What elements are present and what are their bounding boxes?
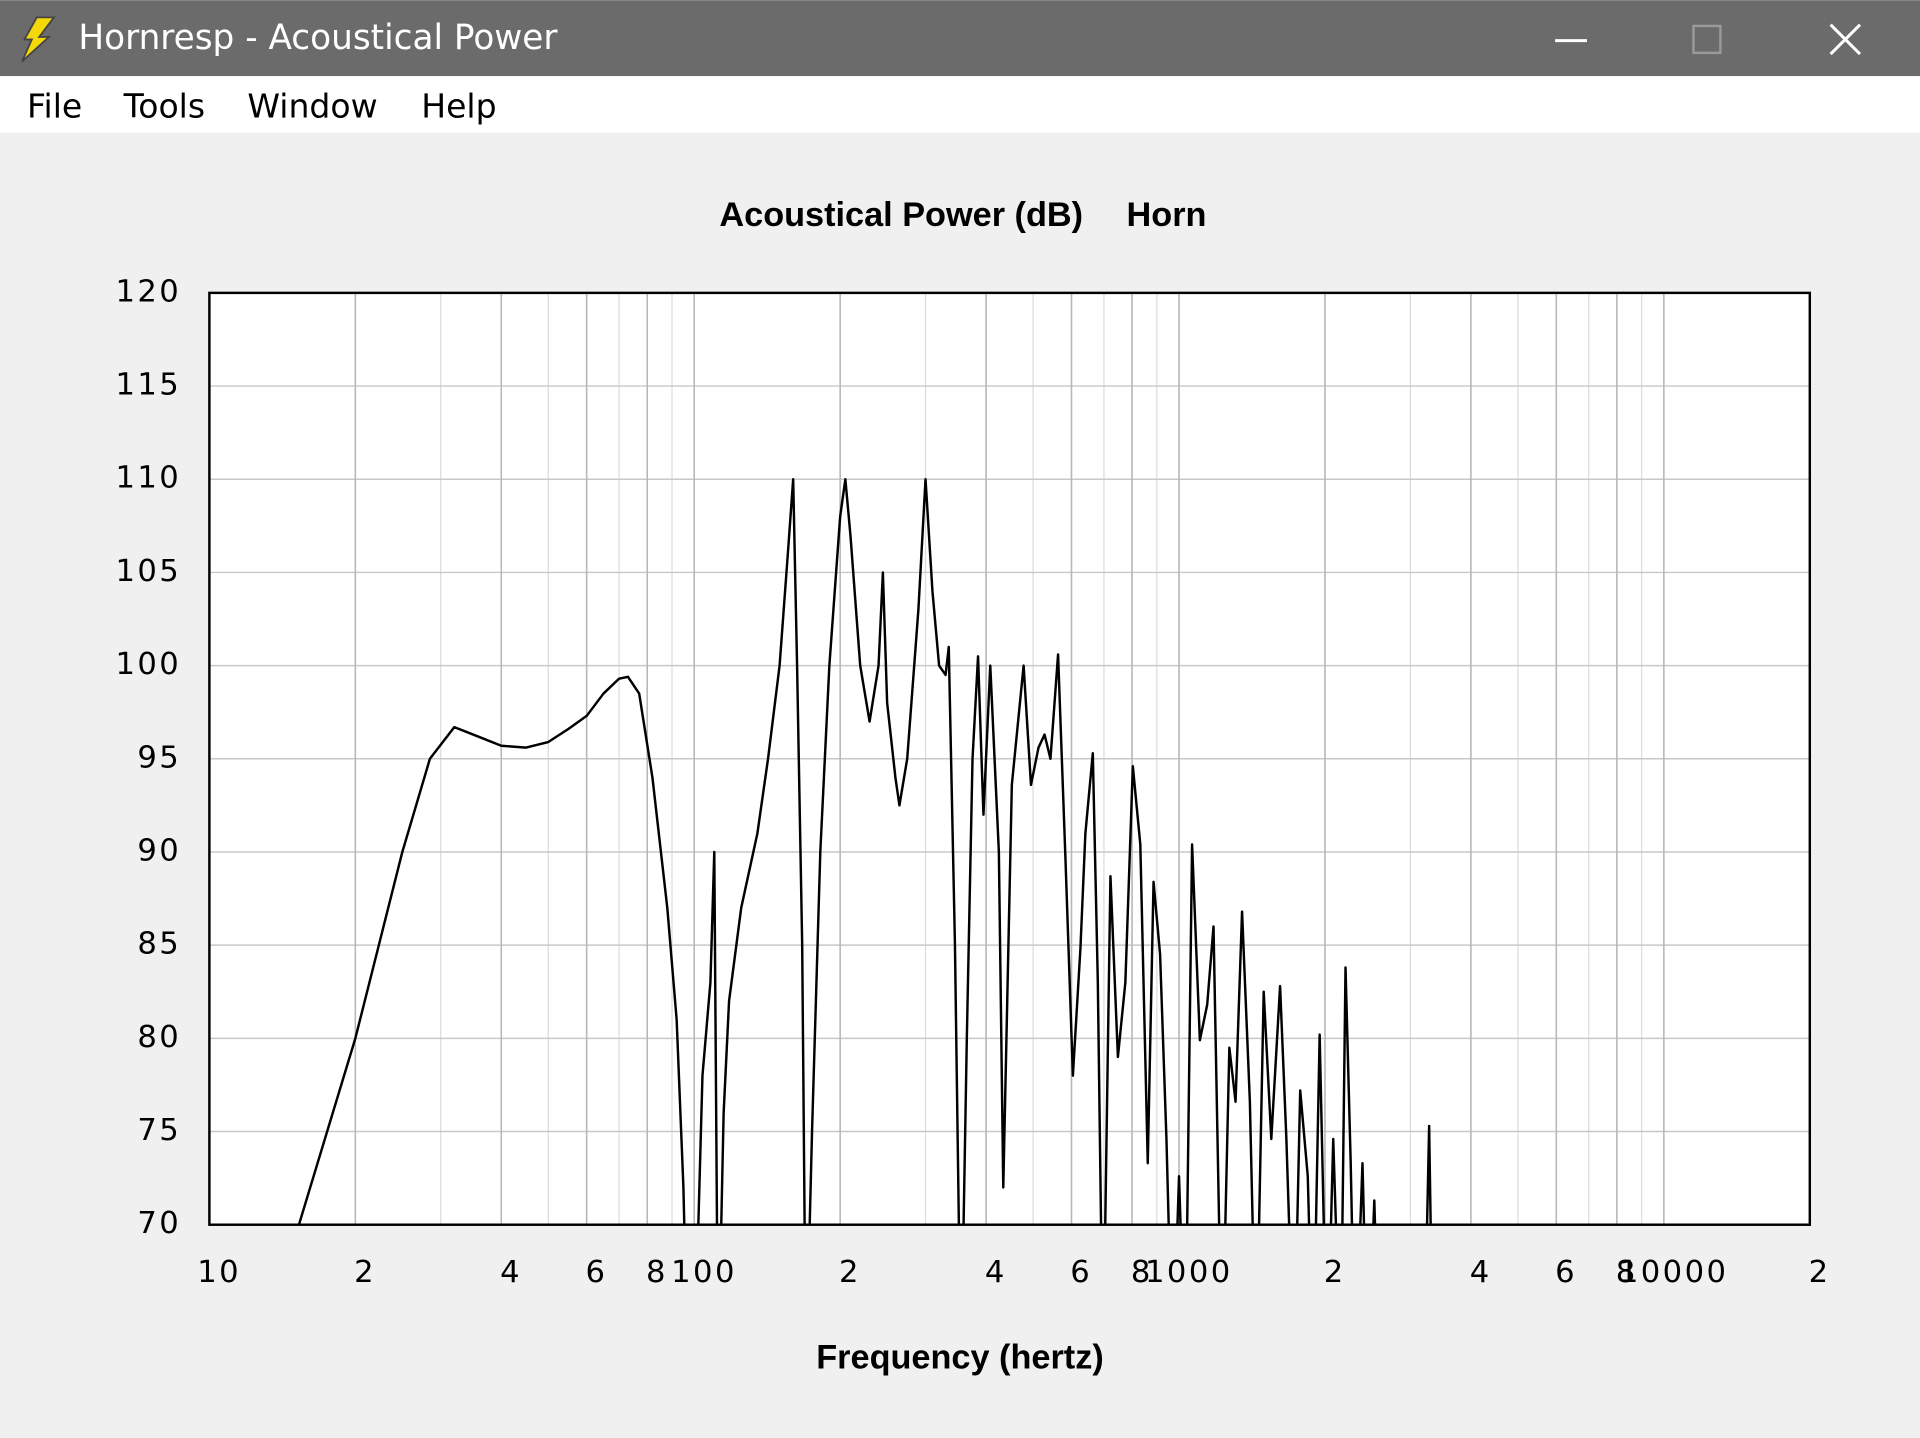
x-tick-label: 8 [1131,1255,1153,1290]
power-curve [297,478,1432,1225]
x-tick-label: 1000 [1145,1255,1233,1290]
y-tick-label: 105 [115,554,181,589]
x-tick-label: 2 [1324,1255,1346,1290]
window-title: Hornresp - Acoustical Power [78,18,558,58]
x-tick-label: 6 [1555,1255,1577,1290]
maximize-button[interactable] [1692,24,1722,55]
y-tick-label: 95 [137,740,181,775]
x-tick-label: 4 [1470,1255,1492,1290]
y-tick-label: 110 [115,461,181,496]
x-tick-label: 4 [500,1255,522,1290]
plot-frame [208,291,1812,1226]
x-tick-label: 10000 [1619,1255,1729,1290]
y-tick-label: 100 [115,647,181,682]
chart-subtitle: Horn [1127,196,1207,234]
x-tick-label: 8 [1616,1255,1638,1290]
x-axis-label: Frequency (hertz) [816,1338,1104,1376]
title-bar [0,0,1920,77]
x-tick-label: 10 [197,1255,241,1290]
x-tick-label: 6 [585,1255,607,1290]
y-tick-label: 80 [137,1020,181,1055]
menu-tools[interactable]: Tools [123,86,205,125]
menu-window[interactable]: Window [247,86,377,125]
x-tick-label: 2 [839,1255,861,1290]
menu-help[interactable]: Help [421,86,496,125]
x-tick-label: 6 [1070,1255,1092,1290]
x-tick-label: 2 [1809,1255,1831,1290]
x-tick-label: 8 [646,1255,668,1290]
y-tick-label: 70 [137,1206,181,1241]
y-tick-label: 90 [137,833,181,868]
x-tick-label: 2 [354,1255,376,1290]
x-tick-label: 100 [671,1255,737,1290]
menu-file[interactable]: File [27,86,82,125]
close-button[interactable] [1829,23,1862,56]
y-tick-label: 75 [137,1113,181,1148]
y-tick-label: 115 [115,368,181,403]
menu-bar [0,76,1920,133]
y-tick-label: 120 [115,274,181,309]
x-tick-label: 4 [985,1255,1007,1290]
chart-title: Acoustical Power (dB) [719,196,1083,234]
y-tick-label: 85 [137,927,181,962]
app-icon [21,16,56,63]
